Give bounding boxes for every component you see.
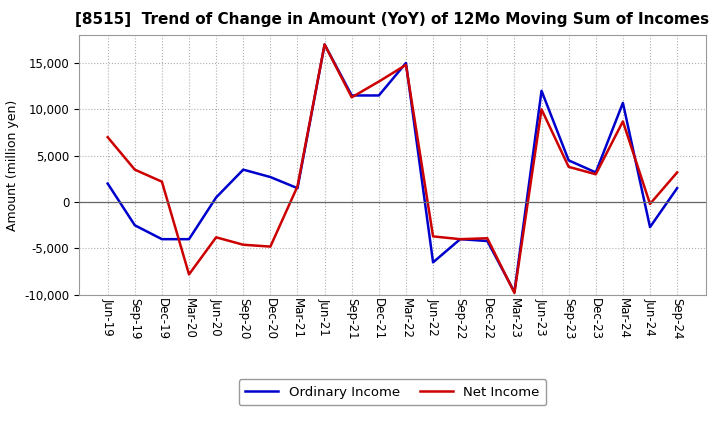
Ordinary Income [293,186,302,191]
Net Income [428,234,437,239]
Ordinary Income [537,88,546,93]
Ordinary Income [104,181,112,186]
Ordinary Income [428,260,437,265]
Net Income [130,167,139,172]
Ordinary Income [646,224,654,230]
Net Income [402,62,410,67]
Net Income [564,164,573,169]
Ordinary Income [320,42,329,47]
Net Income [672,170,681,175]
Net Income [212,235,220,240]
Net Income [239,242,248,247]
Ordinary Income [672,186,681,191]
Net Income [456,237,464,242]
Y-axis label: Amount (million yen): Amount (million yen) [6,99,19,231]
Net Income [618,119,627,124]
Net Income [293,183,302,189]
Net Income [646,201,654,206]
Net Income [510,290,518,296]
Net Income [374,79,383,84]
Ordinary Income [591,170,600,175]
Ordinary Income [239,167,248,172]
Legend: Ordinary Income, Net Income: Ordinary Income, Net Income [238,379,546,406]
Ordinary Income [374,93,383,98]
Ordinary Income [185,237,194,242]
Net Income [104,135,112,140]
Ordinary Income [456,237,464,242]
Line: Ordinary Income: Ordinary Income [108,44,677,292]
Net Income [348,95,356,100]
Net Income [483,235,492,241]
Net Income [158,179,166,184]
Net Income [591,172,600,177]
Ordinary Income [212,195,220,200]
Net Income [185,272,194,277]
Line: Net Income: Net Income [108,44,677,293]
Ordinary Income [348,93,356,98]
Net Income [320,42,329,47]
Ordinary Income [402,60,410,66]
Ordinary Income [564,158,573,163]
Ordinary Income [130,223,139,228]
Title: [8515]  Trend of Change in Amount (YoY) of 12Mo Moving Sum of Incomes: [8515] Trend of Change in Amount (YoY) o… [76,12,709,27]
Ordinary Income [618,100,627,106]
Net Income [266,244,275,249]
Ordinary Income [266,174,275,180]
Net Income [537,107,546,112]
Ordinary Income [158,237,166,242]
Ordinary Income [483,238,492,244]
Ordinary Income [510,290,518,295]
